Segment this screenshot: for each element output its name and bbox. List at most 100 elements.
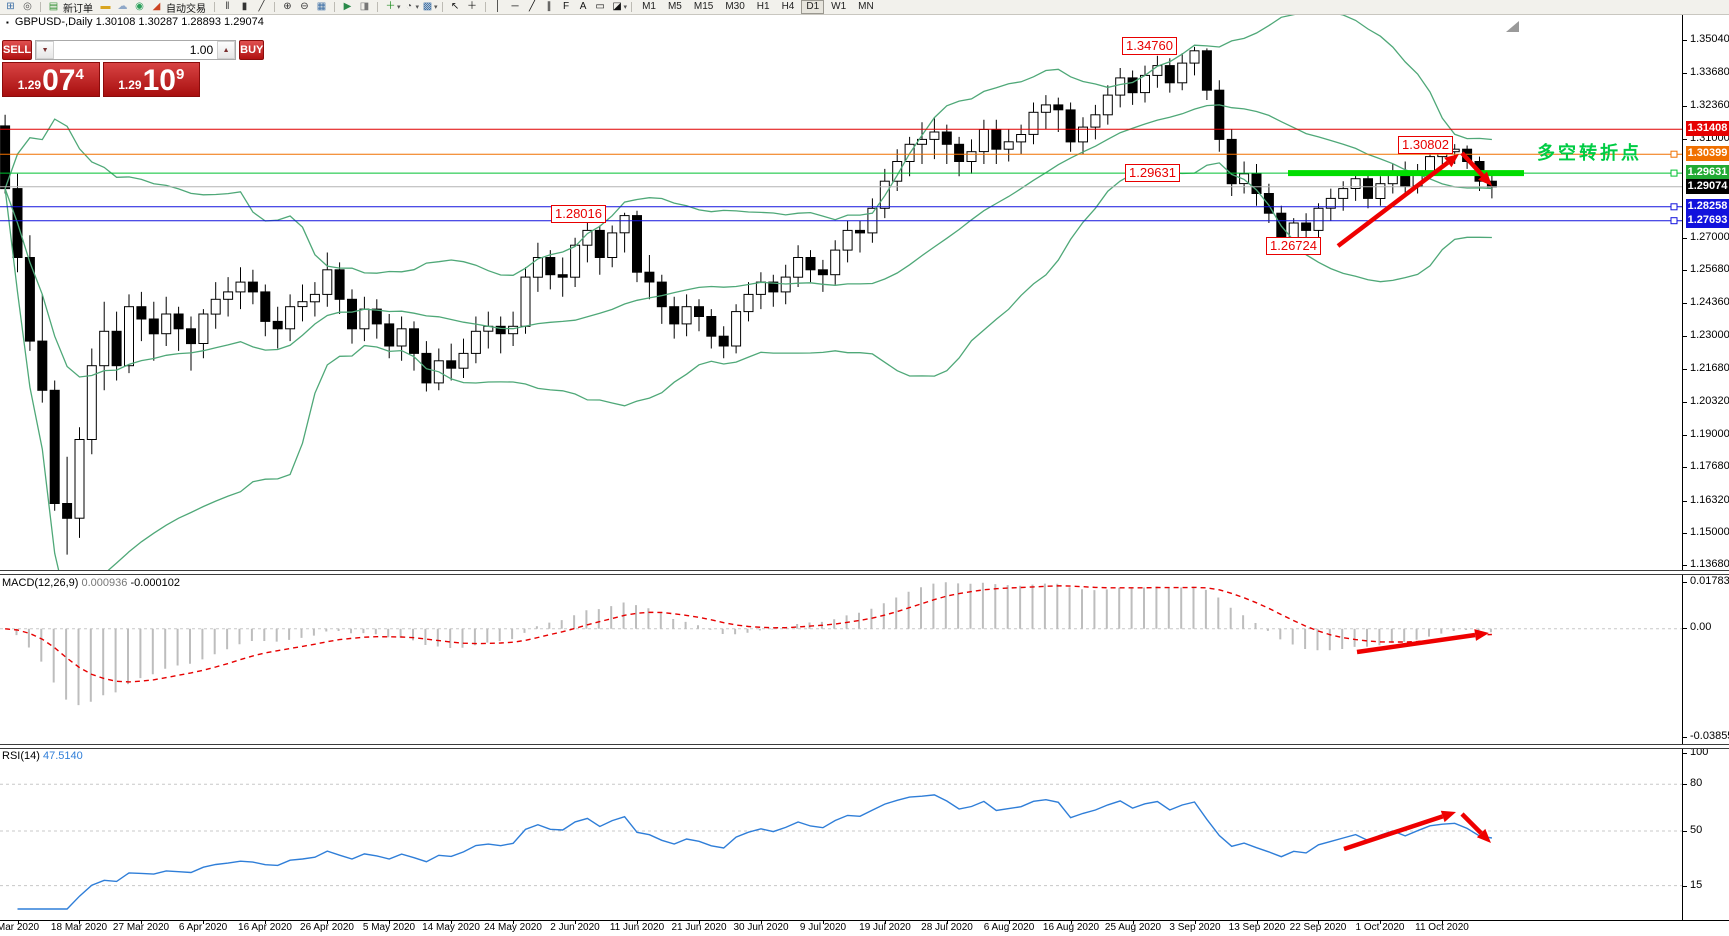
- crosshair-icon[interactable]: ＋: [467, 1, 478, 12]
- indicators-icon-dropdown[interactable]: ▾: [397, 4, 401, 11]
- price-tick-mark: [1683, 336, 1687, 337]
- macd-tick-mark: [1683, 737, 1687, 738]
- rsi-pane-separator[interactable]: [0, 744, 1729, 749]
- text-icon[interactable]: A: [579, 1, 587, 12]
- shapes-icon-dropdown[interactable]: ▾: [623, 4, 628, 11]
- tile-windows-icon[interactable]: ▦: [316, 1, 327, 12]
- equidistant-channel-icon[interactable]: ∥: [546, 1, 552, 12]
- indicators-icon[interactable]: ＋: [385, 1, 396, 12]
- bollinger-band-l: [4, 162, 1492, 570]
- rsi-tick-label: 15: [1690, 879, 1703, 891]
- timeframe-button-m1[interactable]: M1: [642, 1, 656, 12]
- timeframe-button-m5[interactable]: M5: [667, 1, 682, 12]
- line-anchor-marker[interactable]: [1670, 217, 1678, 225]
- candle-down: [718, 335, 729, 347]
- timeframe-button-d1[interactable]: D1: [801, 0, 825, 14]
- volume-up-button[interactable]: ▲: [217, 41, 236, 59]
- price-tick-mark: [1683, 40, 1687, 41]
- candle-up: [520, 276, 531, 327]
- volume-down-button[interactable]: ▼: [36, 41, 55, 59]
- candle-down: [594, 229, 605, 258]
- price-callout: 1.28016: [551, 205, 606, 223]
- candle-down: [409, 328, 419, 354]
- rsi-down-arrow[interactable]: [1460, 812, 1483, 835]
- timeframe-button-m30[interactable]: M30: [725, 1, 745, 12]
- sell-button[interactable]: SELL: [2, 40, 33, 60]
- candle-down: [37, 340, 48, 391]
- line-anchor-marker[interactable]: [1670, 169, 1678, 177]
- price-down-arrow[interactable]: [1460, 151, 1485, 178]
- rsi-up-arrow[interactable]: [1343, 814, 1444, 852]
- line-anchor-marker[interactable]: [1670, 150, 1678, 158]
- bar-chart-icon[interactable]: ‖: [225, 1, 230, 12]
- buy-button[interactable]: BUY: [239, 40, 265, 60]
- periods-icon-dropdown[interactable]: ▾: [415, 4, 420, 11]
- autotrading-icon-label[interactable]: 自动交易: [166, 3, 206, 15]
- bollinger-band-u: [4, 15, 1492, 276]
- candle-up: [124, 306, 134, 367]
- timeframe-button-m15[interactable]: M15: [693, 1, 714, 12]
- date-label: 14 May 2020: [422, 922, 480, 933]
- trendline-icon[interactable]: ╱: [529, 1, 536, 12]
- cursor-icon[interactable]: ↖: [450, 1, 460, 12]
- timeframe-button-h4[interactable]: H4: [781, 1, 795, 12]
- candle-up: [99, 330, 110, 367]
- fibonacci-icon[interactable]: F: [562, 1, 570, 12]
- shapes-icon[interactable]: ◪: [612, 1, 622, 12]
- date-tick-mark: [947, 920, 948, 924]
- horizontal-line-icon[interactable]: ─: [511, 1, 519, 12]
- price-up-arrow[interactable]: [1336, 160, 1450, 248]
- candle-down: [768, 281, 779, 293]
- candle-up: [223, 291, 234, 300]
- templates-icon[interactable]: ▩: [422, 1, 433, 12]
- chart-window-icon[interactable]: ⊞: [6, 1, 15, 12]
- candle-down: [62, 503, 73, 519]
- gold-icon[interactable]: ▬: [100, 1, 111, 12]
- periods-icon[interactable]: ◔: [405, 1, 413, 12]
- support-zone-line[interactable]: [1288, 170, 1524, 177]
- candlestick-chart-icon[interactable]: ▮: [241, 1, 248, 12]
- date-label: 28 Jul 2020: [921, 922, 973, 933]
- price-tick-mark: [1683, 501, 1687, 502]
- candle-up: [1425, 156, 1435, 172]
- date-label: Mar 2020: [0, 922, 40, 933]
- timeframe-button-h1[interactable]: H1: [756, 1, 770, 12]
- volume-input[interactable]: [54, 41, 218, 59]
- macd-up-arrow[interactable]: [1356, 632, 1476, 655]
- toolbar-separator: [484, 2, 486, 12]
- chart-shift-icon[interactable]: ◨: [359, 1, 370, 12]
- chart-title: ▪ GBPUSD-,Daily 1.30108 1.30287 1.28893 …: [6, 16, 264, 28]
- templates-icon-dropdown[interactable]: ▾: [434, 4, 438, 11]
- zoom-in-icon[interactable]: ⊕: [283, 1, 292, 12]
- new-order-icon[interactable]: ▤: [48, 1, 59, 12]
- candle-up: [322, 269, 333, 295]
- new-order-icon-label[interactable]: 新订单: [63, 3, 93, 15]
- cloud-icon[interactable]: ☁: [117, 1, 128, 12]
- signal-icon[interactable]: ◉: [135, 1, 144, 12]
- candle-down: [644, 271, 655, 283]
- date-label: 13 Sep 2020: [1228, 922, 1286, 933]
- price-tick-label: 1.24360: [1690, 296, 1729, 308]
- macd-up-arrow-head: [1474, 629, 1489, 641]
- candle-up: [235, 281, 246, 293]
- timeframe-button-w1[interactable]: W1: [831, 1, 847, 12]
- autotrading-icon[interactable]: ◢: [152, 1, 161, 12]
- buy-price-box[interactable]: 1.29 10 9: [102, 62, 200, 97]
- date-tick-mark: [18, 920, 19, 924]
- sell-price-box[interactable]: 1.29 07 4: [2, 62, 100, 97]
- line-anchor-marker[interactable]: [1670, 203, 1678, 211]
- text-label-icon[interactable]: ▭: [595, 1, 605, 12]
- candle-down: [941, 131, 952, 145]
- date-tick-mark: [1380, 920, 1381, 924]
- timeframe-button-mn[interactable]: MN: [858, 1, 874, 12]
- magnifier-window-icon[interactable]: ◎: [23, 1, 32, 12]
- vertical-line-icon[interactable]: │: [494, 1, 502, 12]
- line-chart-icon[interactable]: ╱: [258, 1, 265, 12]
- chart-shift-marker[interactable]: [1506, 21, 1519, 32]
- zoom-out-icon[interactable]: ⊖: [300, 1, 309, 12]
- macd-pane-separator[interactable]: [0, 570, 1729, 575]
- price-down-arrow-head: [1478, 171, 1492, 186]
- sell-price-big: 07: [42, 64, 76, 97]
- auto-scroll-icon[interactable]: ▶: [343, 1, 352, 12]
